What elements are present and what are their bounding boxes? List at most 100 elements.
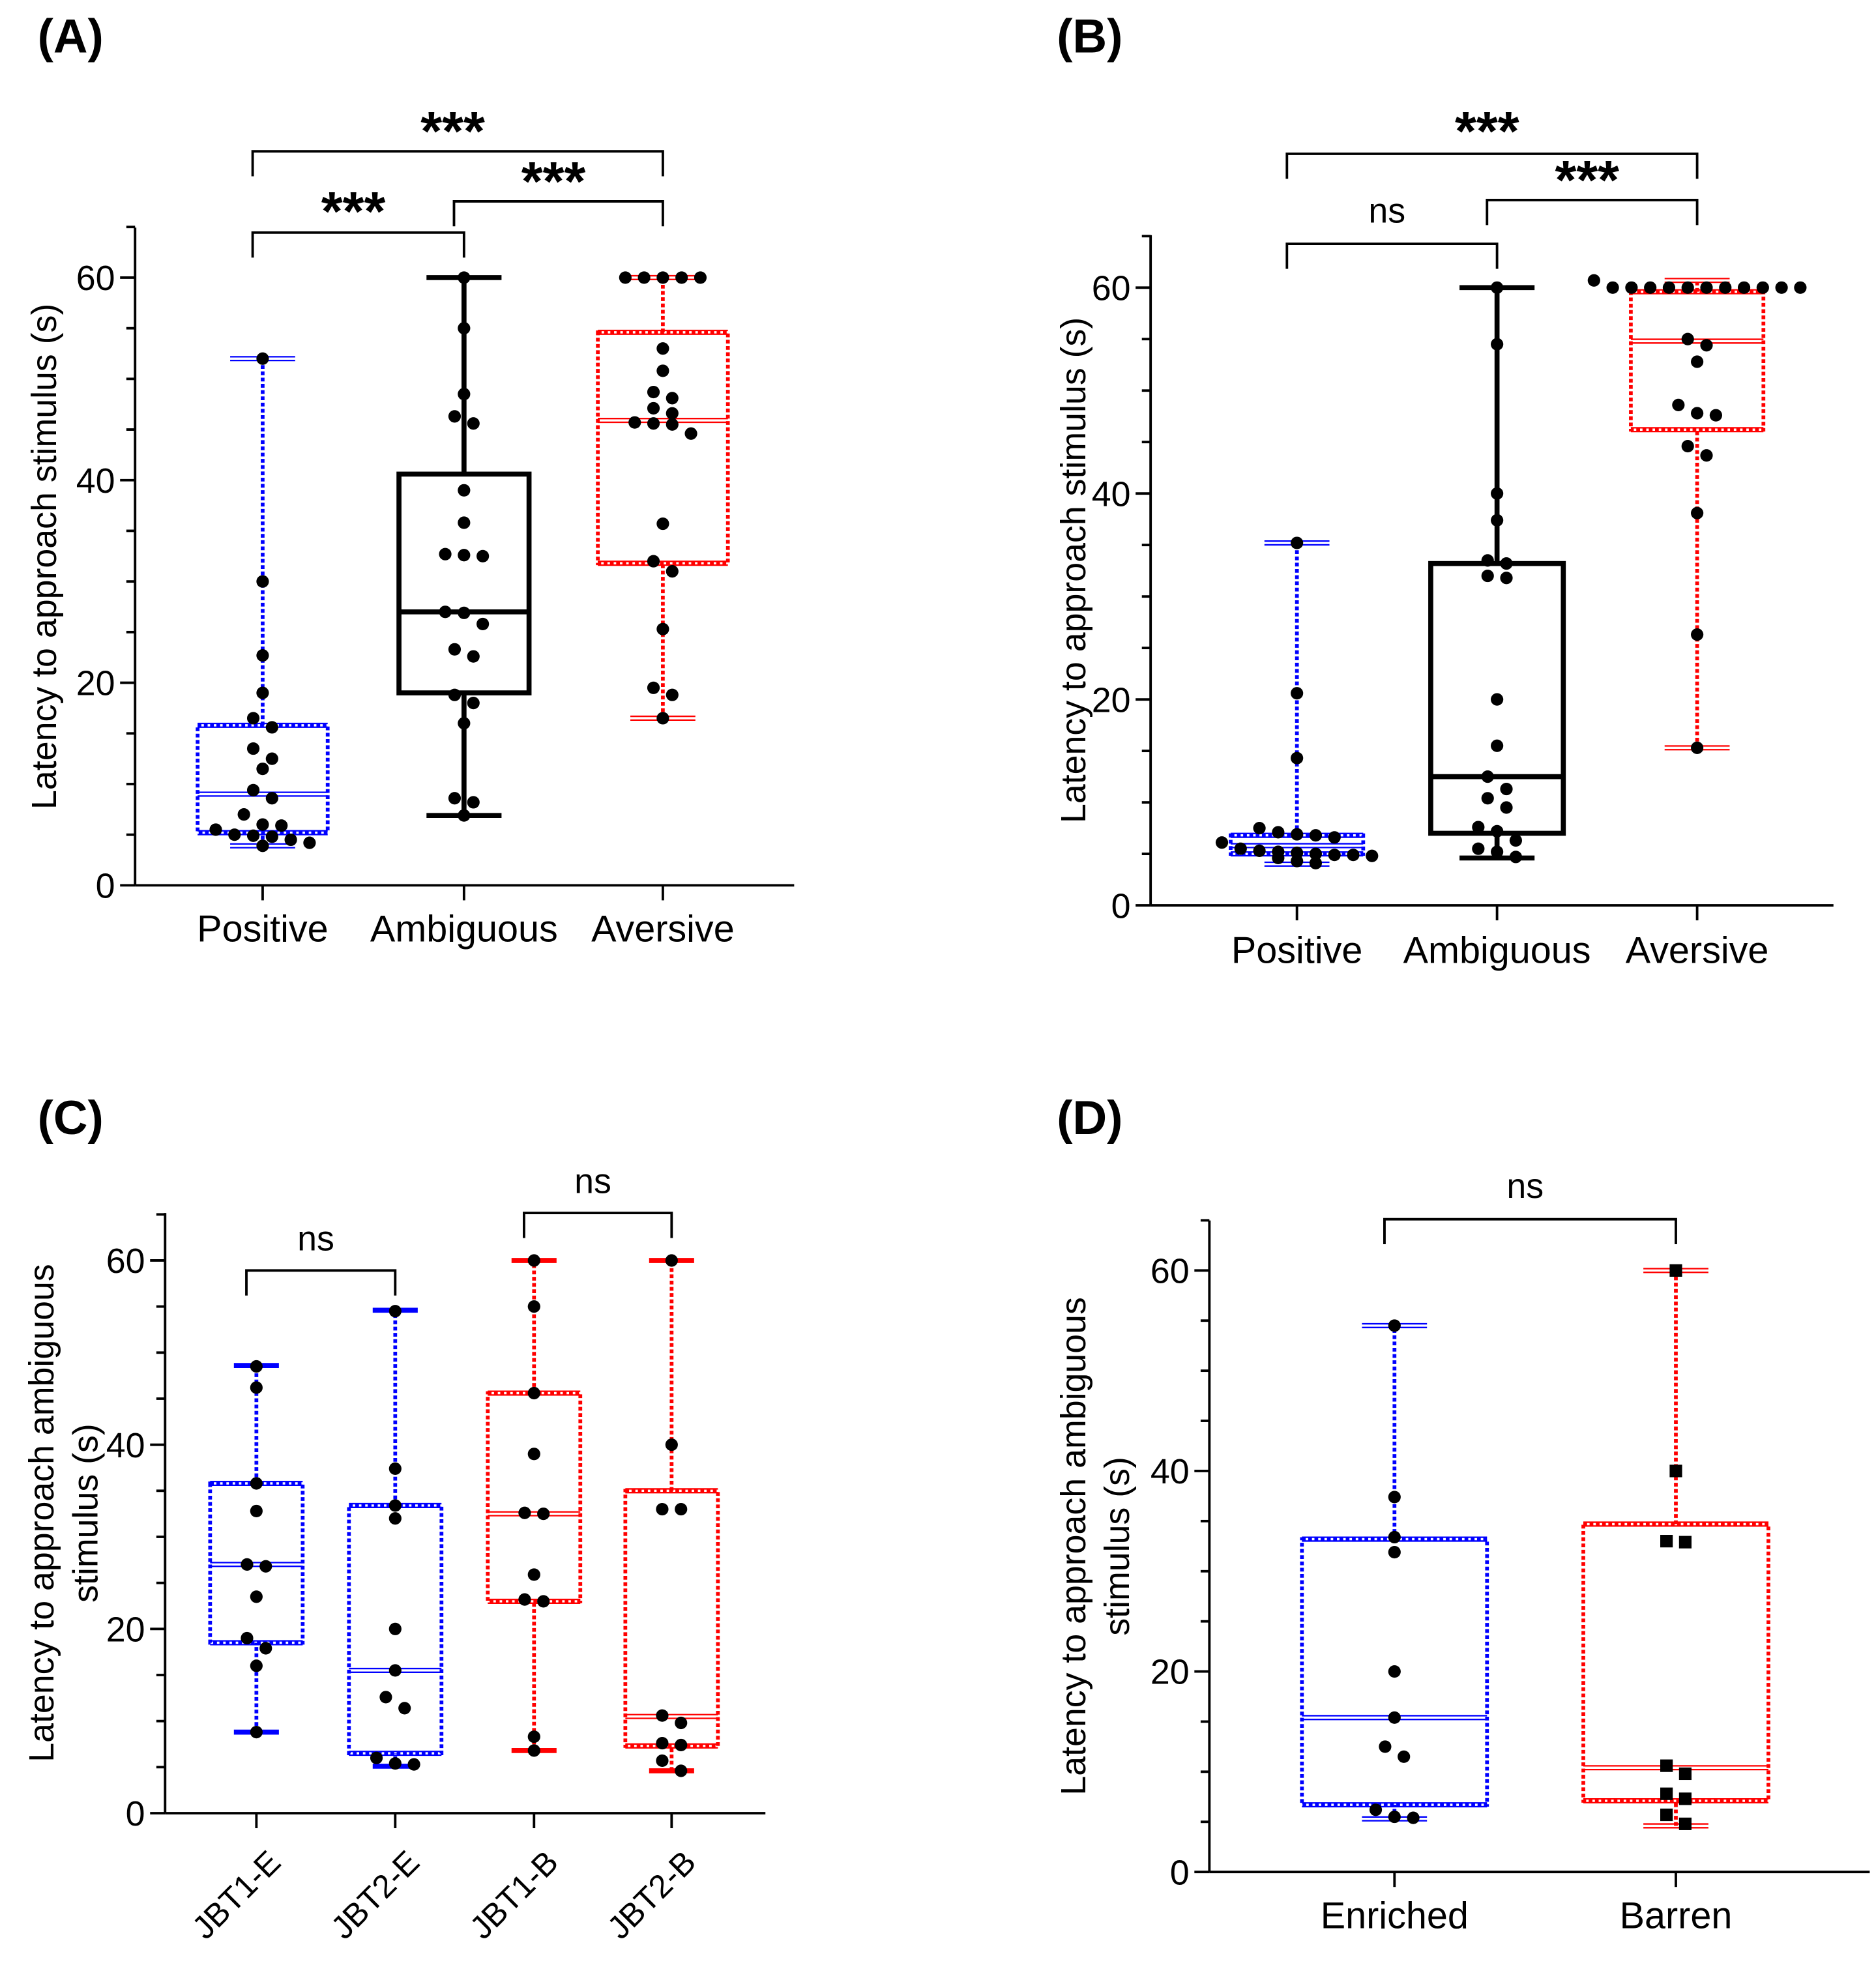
data-point <box>1700 449 1713 462</box>
data-point <box>638 271 651 284</box>
data-point <box>1709 409 1722 422</box>
data-point <box>1272 826 1285 839</box>
data-point <box>1253 844 1266 857</box>
data-point <box>250 1504 263 1518</box>
data-point <box>656 342 669 355</box>
box-ambiguous <box>1428 281 1566 864</box>
data-point <box>1366 849 1379 862</box>
y-tick-label: 40 <box>76 461 115 501</box>
data-point <box>647 417 660 430</box>
data-point <box>628 416 641 429</box>
significance-bracket <box>1285 242 1499 269</box>
data-point <box>666 418 679 431</box>
iqr-box <box>396 471 532 695</box>
data-point <box>1491 693 1504 706</box>
data-point <box>1691 741 1704 754</box>
data-point <box>1481 792 1494 805</box>
data-point <box>467 417 480 430</box>
data-point <box>1388 1810 1401 1824</box>
panel-B: (B) 0 20 40 60 Latency to approach stimulus (… <box>1054 10 1834 971</box>
data-point <box>256 352 269 365</box>
data-point <box>388 1622 402 1635</box>
data-point <box>250 1477 263 1490</box>
data-point <box>388 1664 402 1677</box>
data-point <box>1678 1792 1692 1805</box>
data-point <box>303 836 316 849</box>
significance-label: *** <box>521 151 586 212</box>
data-point <box>527 1386 540 1400</box>
data-point <box>407 1758 420 1771</box>
data-point <box>458 516 471 529</box>
significance-label: ns <box>1506 1167 1544 1206</box>
data-point <box>284 833 297 847</box>
data-point <box>1388 1319 1401 1332</box>
panel-A: (A) 0 20 40 60 Latency to approach stimulus (… <box>25 10 795 950</box>
data-point <box>1234 842 1247 855</box>
data-point <box>467 650 480 663</box>
data-point <box>537 1508 550 1521</box>
box-enriched <box>1300 1319 1489 1824</box>
data-point <box>388 1499 402 1512</box>
data-point <box>656 712 669 725</box>
y-tick-label: 60 <box>1151 1252 1190 1291</box>
data-point <box>527 1744 540 1757</box>
data-point <box>259 1642 272 1655</box>
data-point <box>1491 514 1504 527</box>
data-point <box>1472 842 1485 855</box>
data-point <box>379 1691 392 1704</box>
data-point <box>458 322 471 335</box>
significance-bracket <box>251 150 664 177</box>
data-point <box>1215 836 1229 849</box>
y-axis-label: Latency to approach ambiguous <box>22 1264 61 1762</box>
x-tick-label: Ambiguous <box>370 909 558 950</box>
significance-bracket <box>245 1269 397 1296</box>
data-point <box>656 1736 669 1750</box>
data-point <box>1672 398 1685 411</box>
data-point <box>1328 831 1341 844</box>
y-tick-label: 0 <box>1170 1853 1190 1892</box>
data-point <box>1291 751 1304 765</box>
data-point <box>1509 834 1522 847</box>
data-point <box>1700 339 1713 352</box>
box-jbt2-b <box>623 1254 720 1777</box>
data-point <box>1681 332 1694 345</box>
data-point <box>518 1506 531 1519</box>
data-point <box>448 792 462 805</box>
box-jbt2-e <box>347 1305 444 1771</box>
data-point <box>256 686 269 699</box>
data-point <box>388 1757 402 1770</box>
x-tick-label: Positive <box>1231 929 1363 971</box>
data-point <box>1407 1811 1420 1824</box>
data-point <box>1388 1545 1401 1559</box>
panel-label: (C) <box>38 1092 104 1144</box>
data-point <box>1491 338 1504 351</box>
box-barren <box>1581 1264 1770 1830</box>
iqr-box <box>623 1489 720 1748</box>
significance-bracket <box>1383 1217 1677 1245</box>
data-point <box>246 712 260 725</box>
data-point <box>656 364 669 377</box>
x-tick-label: Positive <box>197 909 329 950</box>
data-point <box>1491 824 1504 838</box>
data-point <box>1660 1808 1673 1822</box>
data-point <box>1481 569 1494 583</box>
y-tick-label: 60 <box>1092 269 1131 308</box>
y-tick-label: 60 <box>76 259 115 298</box>
data-point <box>1691 506 1704 519</box>
box-jbt1-e <box>208 1360 305 1739</box>
data-point <box>1587 274 1600 287</box>
data-point <box>1491 845 1504 858</box>
y-tick-label: 20 <box>106 1610 145 1650</box>
significance-bracket <box>1486 199 1699 226</box>
y-axis-label: Latency to approach ambiguous <box>1054 1297 1093 1796</box>
box-positive <box>1215 536 1379 869</box>
data-point <box>250 1659 263 1672</box>
panel-label: (B) <box>1057 10 1122 63</box>
data-point <box>458 549 471 562</box>
data-point <box>527 1448 540 1461</box>
data-point <box>246 783 260 796</box>
data-point <box>675 1764 688 1777</box>
data-point <box>458 388 471 401</box>
data-point <box>684 427 697 440</box>
data-point <box>1291 536 1304 549</box>
